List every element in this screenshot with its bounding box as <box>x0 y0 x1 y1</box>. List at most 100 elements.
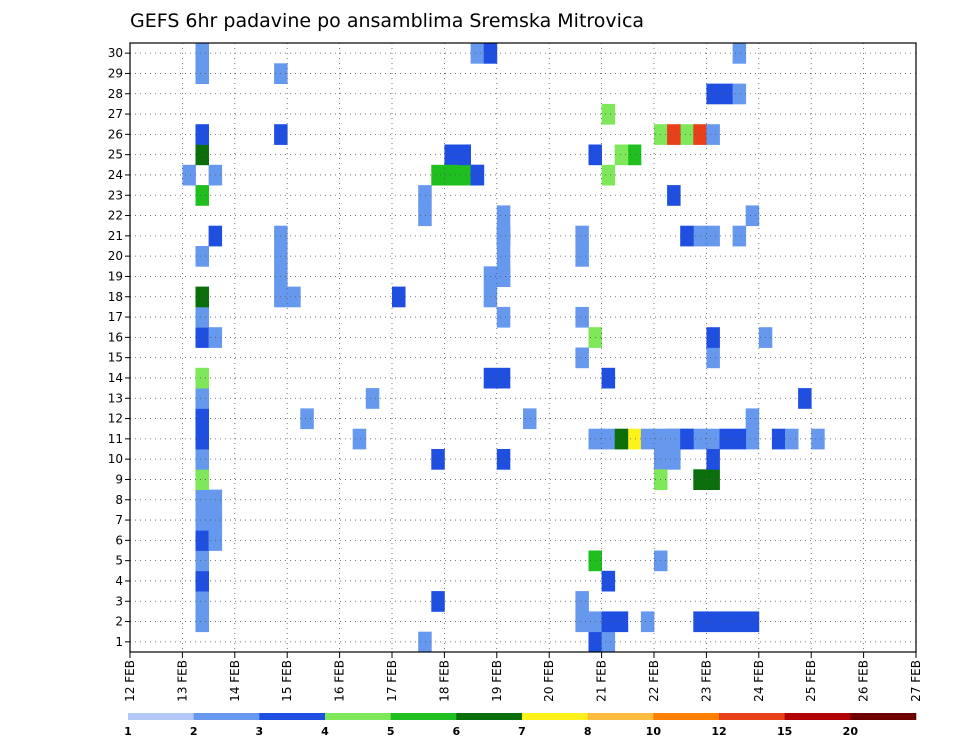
heatmap-cell <box>431 591 445 612</box>
colorbar-label: 15 <box>777 725 792 738</box>
colorbar-label: 8 <box>584 725 592 738</box>
heatmap-cell <box>745 205 760 227</box>
colorbar-label: 7 <box>518 725 526 738</box>
heatmap-cell <box>496 367 511 389</box>
heatmap-cell <box>614 428 629 450</box>
heatmap-cell <box>601 103 616 125</box>
heatmap-cell <box>575 306 589 328</box>
y-tick-label: 5 <box>115 554 123 568</box>
colorbar-swatch <box>128 713 194 720</box>
heatmap-cell <box>680 428 694 450</box>
heatmap-cell <box>418 631 432 653</box>
y-tick-label: 22 <box>108 209 123 223</box>
y-tick-label: 6 <box>115 533 123 547</box>
y-tick-label: 9 <box>115 472 123 486</box>
heatmap-cell <box>195 570 209 592</box>
y-tick-label: 29 <box>108 66 123 80</box>
x-tick-label: 27 FEB <box>909 660 923 702</box>
colorbar: 1 2 3 4 5 6 7 8 10 12 15 20 <box>124 713 917 738</box>
heatmap-cell <box>785 428 799 450</box>
heatmap-cell <box>496 266 511 287</box>
colorbar-swatch <box>390 713 457 720</box>
heatmap-cell <box>195 246 209 267</box>
heatmap-cell <box>496 246 511 267</box>
y-tick-label: 14 <box>108 371 123 385</box>
heatmap-cell <box>195 306 209 328</box>
heatmap-cell <box>457 164 471 186</box>
heatmap-cell <box>706 428 720 450</box>
heatmap-cell <box>195 408 209 430</box>
heatmap-cell <box>195 388 209 409</box>
heatmap-cell <box>745 428 760 450</box>
heatmap-cell <box>287 286 301 308</box>
heatmap-cell <box>575 611 589 633</box>
heatmap-cell <box>811 428 825 450</box>
heatmap-cell <box>195 43 209 64</box>
y-tick-label: 25 <box>108 148 123 162</box>
heatmap-cell <box>470 43 485 64</box>
heatmap-cell <box>496 205 511 227</box>
heatmap-cell <box>470 164 485 186</box>
heatmap-cell <box>706 83 720 105</box>
heatmap-cell <box>195 286 209 308</box>
heatmap-cell <box>627 428 642 450</box>
y-tick-label: 21 <box>108 229 123 243</box>
heatmap-cell <box>798 388 812 409</box>
x-tick-label: 26 FEB <box>857 660 871 702</box>
heatmap-cell <box>195 591 209 612</box>
colorbar-swatch <box>719 713 785 720</box>
y-tick-label: 11 <box>108 432 123 446</box>
heatmap-cell <box>195 550 209 572</box>
y-tick-label: 10 <box>108 452 123 466</box>
x-tick-label: 16 FEB <box>333 660 347 702</box>
heatmap-cell <box>431 164 445 186</box>
heatmap-cell <box>614 144 629 166</box>
heatmap-cell <box>195 469 209 490</box>
y-tick-label: 3 <box>115 594 123 608</box>
x-tick-label: 20 FEB <box>542 660 556 702</box>
colorbar-label: 12 <box>711 725 726 738</box>
heatmap-cell <box>627 144 642 166</box>
heatmap-cell <box>732 611 747 633</box>
heatmap-cell <box>575 225 589 247</box>
heatmap-cell <box>496 449 511 470</box>
y-tick-label: 23 <box>108 188 123 202</box>
y-tick-label: 2 <box>115 615 123 629</box>
heatmap-cell <box>418 185 432 206</box>
heatmap-cell <box>771 428 786 450</box>
x-tick-label: 14 FEB <box>228 660 242 702</box>
heatmap-cell <box>575 347 589 369</box>
colorbar-label: 20 <box>843 725 859 738</box>
x-tick-label: 23 FEB <box>699 660 713 702</box>
heatmap-cell <box>667 185 681 206</box>
heatmap-cell <box>706 124 720 145</box>
y-tick-label: 16 <box>108 330 123 344</box>
x-axis: 12 FEB 13 FEB 14 FEB 15 FEB 16 FEB 17 FEB 18 F… <box>123 652 923 702</box>
heatmap-cell <box>195 449 209 470</box>
heatmap-cell <box>575 591 589 612</box>
heatmap-cell <box>706 611 720 633</box>
heatmap-cell <box>680 124 694 145</box>
heatmap-cell <box>195 124 209 145</box>
x-tick-label: 21 FEB <box>595 660 609 702</box>
heatmap-cell <box>601 367 616 389</box>
y-axis: 1234567891011121314151617181920212223242… <box>108 46 130 649</box>
heatmap-cell <box>444 144 458 166</box>
heatmap-cell <box>444 164 458 186</box>
heatmap-cell <box>680 225 694 247</box>
heatmap-cell <box>195 509 209 531</box>
colorbar-label: 2 <box>190 725 198 738</box>
x-tick-label: 25 FEB <box>804 660 818 702</box>
y-tick-label: 26 <box>108 127 123 141</box>
heatmap-cells <box>182 43 825 653</box>
y-tick-label: 18 <box>108 290 123 304</box>
x-tick-label: 18 FEB <box>437 660 451 702</box>
x-tick-label: 17 FEB <box>385 660 399 702</box>
grid-lines <box>130 43 916 652</box>
colorbar-swatch <box>456 713 523 720</box>
y-tick-label: 17 <box>108 310 123 324</box>
heatmap-cell <box>732 428 747 450</box>
heatmap-cell <box>667 124 681 145</box>
colorbar-swatch <box>653 713 720 720</box>
